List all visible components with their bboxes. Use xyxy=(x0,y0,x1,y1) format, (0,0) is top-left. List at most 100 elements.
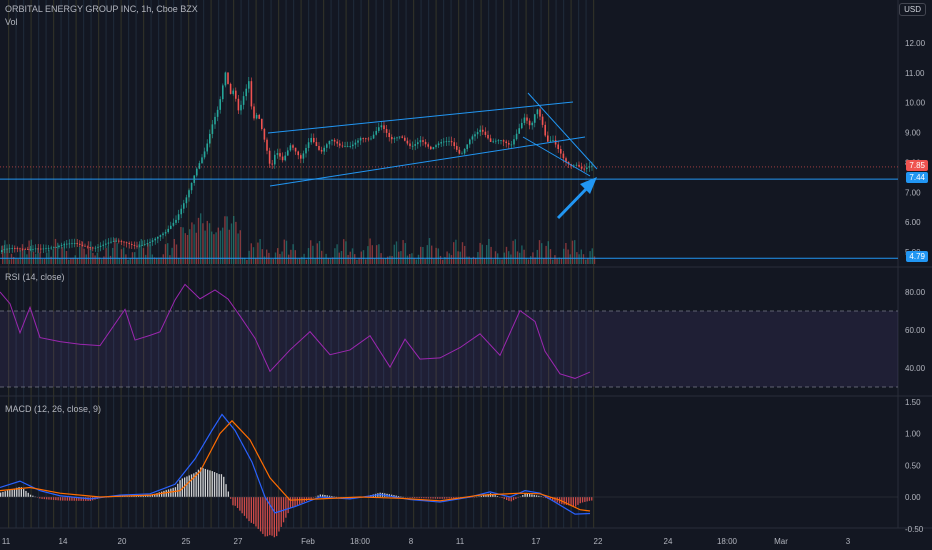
candle-body xyxy=(37,248,39,250)
candle-body xyxy=(297,151,299,156)
candle-body xyxy=(175,219,177,223)
candle-body xyxy=(362,138,364,139)
session-stripe xyxy=(443,0,445,528)
volume-bar xyxy=(558,257,560,264)
candle-body xyxy=(591,165,593,167)
volume-bar xyxy=(294,250,296,264)
volume-bar xyxy=(208,223,211,264)
volume-bar xyxy=(200,213,202,264)
candle-body xyxy=(510,144,513,146)
macd-histogram-bar xyxy=(165,490,167,497)
macd-histogram-bar xyxy=(584,497,586,502)
macd-histogram-bar xyxy=(319,494,321,497)
candle-body xyxy=(131,244,133,245)
volume-bar xyxy=(149,244,151,264)
candle-body xyxy=(71,243,73,245)
candle-body xyxy=(242,96,245,105)
candle-body xyxy=(427,144,429,147)
macd-tick: -0.50 xyxy=(905,525,924,534)
candle-body xyxy=(489,138,492,142)
candle-body xyxy=(248,81,250,89)
session-stripe xyxy=(60,0,62,528)
wedge-lower-line xyxy=(522,136,591,177)
candle-body xyxy=(354,142,357,145)
macd-histogram-bar xyxy=(32,495,34,497)
volume-bar xyxy=(81,240,83,264)
candle-body xyxy=(79,243,81,245)
volume-bar xyxy=(145,254,147,264)
volume-bar xyxy=(37,248,39,264)
macd-histogram-bar xyxy=(397,496,400,497)
volume-bar xyxy=(358,257,360,264)
volume-bar xyxy=(171,247,173,264)
volume-bar xyxy=(266,249,268,264)
candle-body xyxy=(180,208,182,215)
macd-histogram-bar xyxy=(427,497,430,499)
volume-bar xyxy=(261,249,263,264)
volume-bar xyxy=(15,258,17,264)
candle-body xyxy=(185,197,188,204)
candle-body xyxy=(495,140,497,142)
macd-histogram-bar xyxy=(586,497,588,502)
candle-body xyxy=(422,140,424,142)
candle-body xyxy=(224,72,227,86)
candle-body xyxy=(118,240,120,242)
candle-body xyxy=(89,247,91,248)
volume-bar xyxy=(70,257,72,264)
time-tick: 18:00 xyxy=(350,537,371,546)
macd-histogram-bar xyxy=(46,497,48,500)
macd-histogram-bar xyxy=(172,487,174,497)
macd-histogram-bar xyxy=(186,476,188,497)
volume-bar xyxy=(404,243,406,264)
candle-body xyxy=(227,72,229,84)
volume-bar xyxy=(521,245,523,264)
volume-bar xyxy=(30,239,32,264)
last-price-badge: 7.85 xyxy=(906,160,928,171)
candle-body xyxy=(331,139,333,141)
candle-body xyxy=(136,245,138,247)
time-tick: 3 xyxy=(846,537,851,546)
volume-bar xyxy=(116,243,118,264)
candle-body xyxy=(274,154,276,165)
candle-body xyxy=(479,129,481,133)
volume-bar xyxy=(316,243,318,264)
time-tick: 20 xyxy=(118,537,127,546)
volume-bar xyxy=(57,242,59,264)
candle-body xyxy=(476,132,479,135)
macd-histogram-bar xyxy=(216,473,218,497)
volume-bar xyxy=(246,259,248,264)
candle-body xyxy=(562,153,565,159)
volume-bar xyxy=(215,232,217,264)
volume-bar xyxy=(530,256,532,264)
macd-histogram-bar xyxy=(264,497,266,537)
symbol-title: ORBITAL ENERGY GROUP INC, 1h, Cboe BZX xyxy=(5,4,198,14)
session-stripe xyxy=(465,0,467,528)
currency-button[interactable]: USD xyxy=(899,3,926,16)
macd-histogram-bar xyxy=(190,474,193,497)
volume-bar xyxy=(420,246,422,264)
macd-histogram-bar xyxy=(259,497,262,532)
candle-body xyxy=(440,142,442,144)
macd-histogram-bar xyxy=(506,497,508,500)
candle-body xyxy=(151,240,154,242)
time-tick: 27 xyxy=(234,537,243,546)
volume-bar xyxy=(582,254,585,264)
volume-bar xyxy=(299,258,301,264)
macd-histogram-bar xyxy=(2,491,4,497)
volume-bar xyxy=(112,247,114,264)
macd-histogram-bar xyxy=(280,497,282,527)
candle-body xyxy=(430,146,432,150)
macd-histogram-bar xyxy=(317,495,319,497)
candle-body xyxy=(216,109,219,117)
candle-body xyxy=(333,139,336,142)
price-tick: 9.00 xyxy=(905,129,921,138)
volume-bar xyxy=(283,239,285,264)
volume-bar xyxy=(393,244,395,264)
candle-body xyxy=(456,146,458,150)
macd-histogram-bar xyxy=(588,497,591,501)
candle-body xyxy=(315,142,318,147)
candle-body xyxy=(586,167,588,169)
candle-body xyxy=(417,142,419,145)
macd-histogram-bar xyxy=(437,497,439,499)
volume-bar xyxy=(329,258,332,264)
